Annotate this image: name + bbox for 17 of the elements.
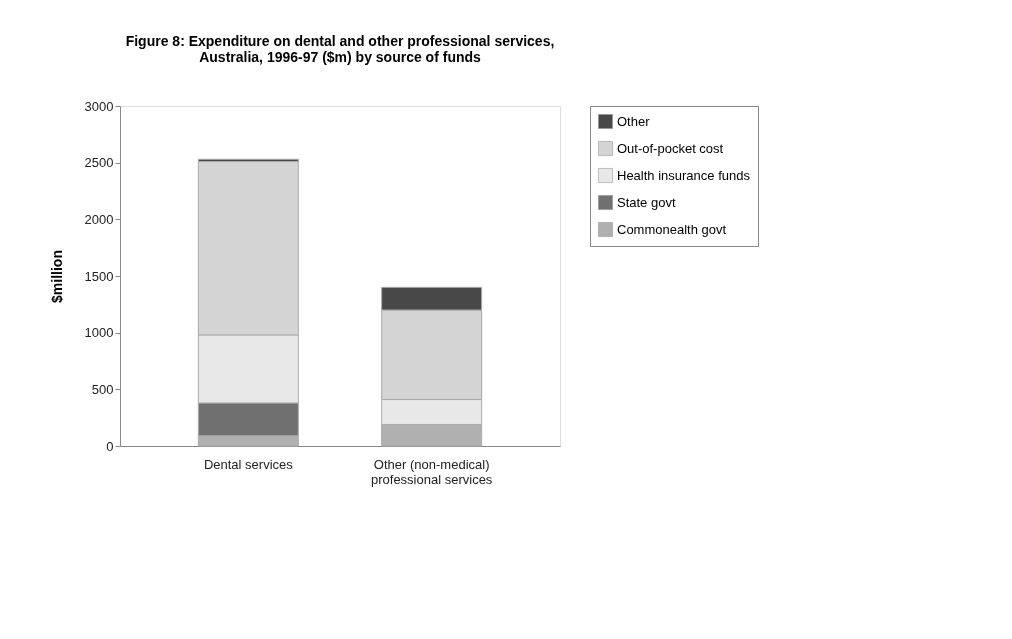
text: Australia, 1996-97 ($m) by source of funds: [199, 49, 481, 65]
text: Figure 8: Expenditure on dental and other professional services,: [125, 33, 555, 49]
y-tick-label: 0: [106, 438, 114, 454]
x-tick-label: Other (non-medical) professional services: [370, 456, 493, 487]
y-tick-label: 1000: [84, 325, 114, 341]
y-tick-label: 2500: [84, 155, 114, 171]
y-tick-label: 1500: [84, 268, 114, 284]
y-tick-label: 3000: [84, 98, 114, 114]
x-tick-label: Dental services: [203, 456, 294, 472]
legend-label: Other: [617, 113, 651, 129]
legend-label: State govt: [617, 194, 676, 210]
y-axis-title: $million: [48, 250, 65, 303]
legend-label: Out-of-pocket cost: [617, 140, 724, 156]
legend-label: Commonealth govt: [617, 221, 727, 237]
y-tick-label: 500: [91, 381, 114, 397]
y-tick-label: 2000: [84, 211, 114, 227]
legend-label: Health insurance funds: [617, 167, 751, 183]
